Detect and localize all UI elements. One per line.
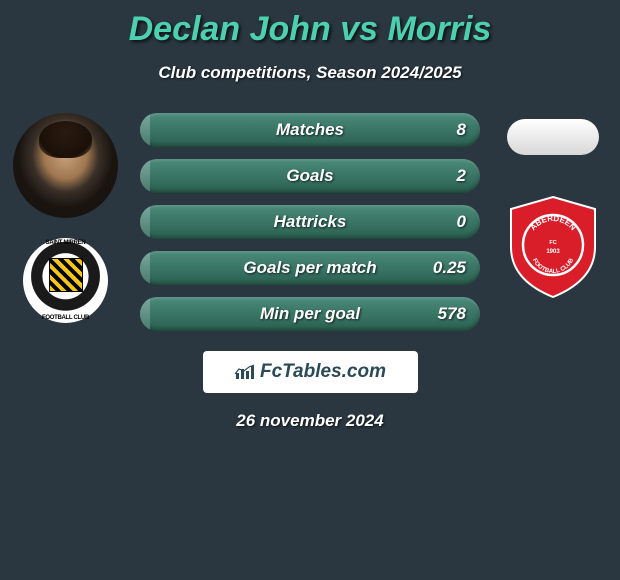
stat-bar: Min per goal578: [140, 297, 480, 331]
svg-text:1903: 1903: [546, 249, 560, 255]
stat-label: Goals: [140, 166, 480, 186]
stat-bar: Goals per match0.25: [140, 251, 480, 285]
stat-bar: Goals2: [140, 159, 480, 193]
player-left-club-badge: SAINT MIRREN FOOTBALL CLUB: [23, 238, 108, 323]
stat-right-value: 0.25: [433, 258, 466, 278]
club-left-name-bot: FOOTBALL CLUB: [23, 315, 108, 321]
stat-right-value: 0: [457, 212, 466, 232]
stat-label: Hattricks: [140, 212, 480, 232]
stat-bars: Matches8Goals2Hattricks0Goals per match0…: [140, 113, 480, 331]
stat-right-value: 578: [438, 304, 466, 324]
brand-box: FcTables.com: [203, 351, 418, 393]
comparison-content: SAINT MIRREN FOOTBALL CLUB ABERDEEN FC 1…: [0, 113, 620, 431]
brand-chart-icon: [234, 363, 256, 381]
player-right-photo: [507, 119, 599, 155]
stat-bar: Hattricks0: [140, 205, 480, 239]
right-player-column: ABERDEEN FC 1903 FOOTBALL CLUB: [495, 113, 610, 300]
svg-text:FC: FC: [549, 240, 556, 246]
club-left-name-top: SAINT MIRREN: [23, 240, 108, 246]
comparison-date: 26 november 2024: [0, 411, 620, 431]
stat-label: Matches: [140, 120, 480, 140]
stat-label: Goals per match: [140, 258, 480, 278]
page-title: Declan John vs Morris: [0, 0, 620, 49]
stat-right-value: 8: [457, 120, 466, 140]
stat-label: Min per goal: [140, 304, 480, 324]
player-right-club-badge: ABERDEEN FC 1903 FOOTBALL CLUB: [503, 195, 603, 300]
left-player-column: SAINT MIRREN FOOTBALL CLUB: [8, 113, 123, 323]
subtitle: Club competitions, Season 2024/2025: [0, 63, 620, 83]
brand-text: FcTables.com: [260, 361, 386, 383]
player-left-photo: [13, 113, 118, 218]
stat-right-value: 2: [457, 166, 466, 186]
stat-bar: Matches8: [140, 113, 480, 147]
